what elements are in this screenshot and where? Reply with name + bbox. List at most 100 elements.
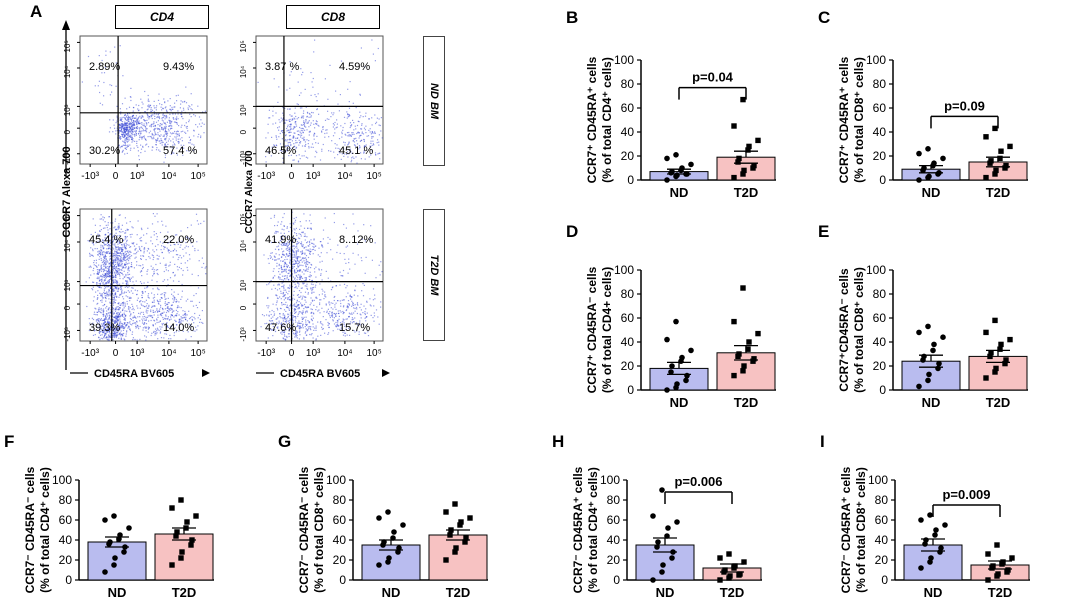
flow-event-dot: [282, 313, 284, 315]
flow-event-dot: [292, 256, 294, 258]
flow-event-dot: [157, 124, 159, 126]
flow-event-dot: [282, 330, 284, 332]
flow-event-dot: [304, 270, 306, 272]
flow-event-dot: [288, 272, 290, 274]
flow-event-dot: [176, 116, 178, 118]
flow-event-dot: [153, 301, 155, 303]
flow-event-dot: [115, 315, 117, 317]
flow-event-dot: [122, 327, 125, 329]
flow-event-dot: [154, 334, 156, 336]
flow-event-dot: [194, 250, 196, 252]
flow-event-dot: [284, 318, 286, 320]
flow-event-dot: [110, 321, 112, 323]
flow-event-dot: [122, 246, 124, 248]
flow-event-dot: [145, 327, 147, 329]
flow-event-dot: [128, 135, 130, 137]
flow-event-dot: [104, 256, 106, 258]
flow-event-dot: [164, 129, 166, 131]
flow-event-dot: [378, 118, 380, 120]
flow-event-dot: [299, 134, 301, 136]
flow-event-dot: [137, 121, 139, 123]
flow-event-dot: [94, 329, 96, 331]
flow-event-dot: [171, 127, 173, 129]
flow-event-dot: [307, 249, 309, 251]
flow-event-dot: [136, 339, 138, 341]
flow-event-dot: [104, 315, 106, 317]
flow-event-dot: [108, 337, 110, 339]
flow-event-dot: [313, 299, 315, 301]
flow-event-dot: [165, 267, 167, 269]
flow-event-dot: [297, 315, 299, 317]
flow-event-dot: [270, 217, 272, 219]
flow-event-dot: [137, 220, 139, 222]
flow-event-dot: [130, 87, 132, 89]
flow-event-dot: [301, 298, 303, 300]
flow-event-dot: [125, 237, 127, 239]
flow-event-dot: [130, 290, 132, 292]
flow-event-dot: [293, 256, 295, 258]
flow-event-dot: [170, 314, 172, 316]
flow-event-dot: [293, 270, 295, 272]
flow-event-dot: [282, 242, 284, 244]
flow-event-dot: [121, 263, 123, 265]
flow-event-dot: [118, 130, 120, 132]
flow-event-dot: [104, 252, 106, 254]
flow-event-dot: [148, 327, 150, 329]
flow-event-dot: [303, 227, 306, 229]
flow-event-dot: [123, 246, 126, 248]
flow-event-dot: [147, 94, 149, 97]
flow-event-dot: [122, 132, 125, 134]
flow-event-dot: [162, 117, 164, 119]
flow-event-dot: [370, 225, 372, 227]
flow-event-dot: [138, 116, 140, 118]
flow-event-dot: [285, 318, 287, 320]
flow-y-tick-label: 10⁴: [239, 65, 248, 78]
flow-event-dot: [344, 258, 346, 260]
flow-event-dot: [126, 129, 128, 131]
flow-event-dot: [315, 276, 317, 278]
flow-event-dot: [283, 317, 285, 319]
flow-y-tick-label: 10³: [239, 279, 248, 291]
flow-event-dot: [119, 234, 121, 237]
flow-event-dot: [102, 336, 105, 338]
flow-event-dot: [282, 320, 284, 322]
flow-event-dot: [105, 292, 107, 294]
flow-event-dot: [121, 302, 124, 304]
flow-event-dot: [280, 260, 282, 262]
flow-event-dot: [137, 146, 139, 148]
flow-event-dot: [123, 322, 125, 324]
flow-event-dot: [159, 331, 162, 333]
flow-event-dot: [95, 259, 97, 261]
flow-event-dot: [140, 144, 142, 146]
flow-event-dot: [302, 295, 304, 297]
flow-event-dot: [171, 108, 173, 110]
flow-col-label-cd4: CD4: [115, 5, 209, 29]
flow-event-dot: [111, 306, 113, 308]
flow-event-dot: [157, 314, 159, 316]
flow-event-dot: [296, 250, 298, 252]
flow-event-dot: [116, 254, 118, 256]
flow-event-dot: [136, 128, 138, 130]
flow-event-dot: [174, 121, 177, 123]
flow-event-dot: [178, 327, 180, 329]
flow-event-dot: [128, 279, 131, 281]
flow-event-dot: [90, 233, 92, 236]
flow-event-dot: [129, 135, 131, 137]
flow-event-dot: [267, 123, 269, 125]
flow-event-dot: [126, 281, 128, 283]
flow-event-dot: [114, 252, 116, 254]
flow-event-dot: [290, 144, 292, 146]
flow-event-dot: [113, 299, 115, 301]
flow-event-dot: [274, 329, 276, 331]
flow-event-dot: [108, 280, 111, 282]
flow-event-dot: [97, 240, 99, 242]
flow-event-dot: [281, 271, 283, 274]
flow-event-dot: [172, 324, 174, 327]
flow-event-dot: [315, 297, 317, 299]
flow-event-dot: [113, 282, 115, 284]
flow-event-dot: [296, 130, 298, 132]
flow-event-dot: [187, 331, 189, 333]
flow-event-dot: [124, 144, 127, 146]
flow-event-dot: [290, 71, 292, 73]
flow-event-dot: [188, 318, 191, 320]
